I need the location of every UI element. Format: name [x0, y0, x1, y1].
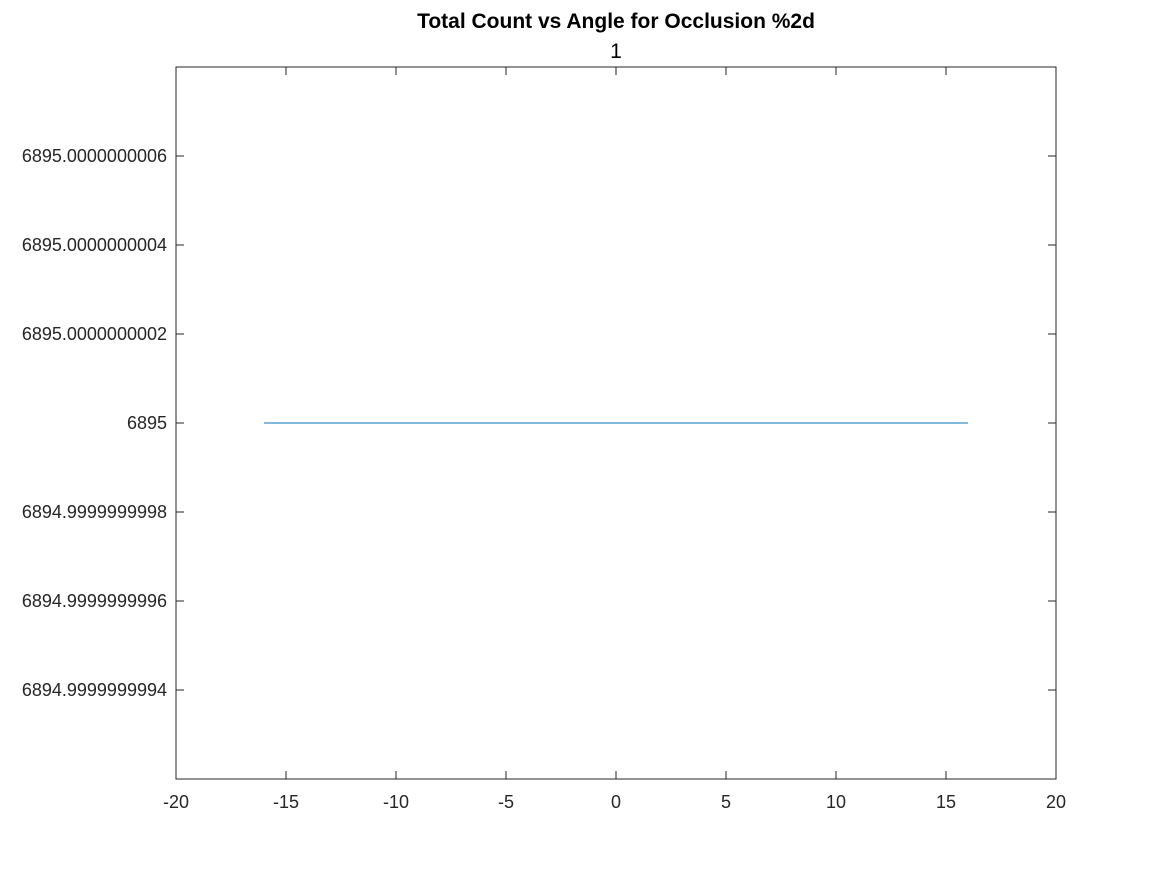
y-tick-label: 6895.0000000004 — [22, 235, 167, 255]
chart-subtitle: 1 — [610, 40, 622, 63]
axis-ticks — [175, 67, 1057, 779]
y-tick-label: 6894.9999999996 — [22, 591, 167, 611]
x-tick-label: -15 — [273, 792, 299, 812]
x-tick-labels: -20 -15 -10 -5 0 5 10 15 20 — [163, 792, 1066, 812]
x-tick-label: 0 — [611, 792, 621, 812]
y-tick-label: 6895.0000000006 — [22, 146, 167, 166]
x-tick-label: -5 — [498, 792, 514, 812]
y-tick-label: 6895.0000000002 — [22, 324, 167, 344]
x-tick-label: -10 — [383, 792, 409, 812]
y-tick-labels: 6895.0000000006 6895.0000000004 6895.00000… — [22, 146, 167, 700]
x-tick-label: -20 — [163, 792, 189, 812]
y-tick-label: 6894.9999999994 — [22, 680, 167, 700]
x-tick-label: 5 — [721, 792, 731, 812]
x-tick-label: 20 — [1046, 792, 1066, 812]
y-tick-label: 6894.9999999998 — [22, 502, 167, 522]
y-tick-label: 6895 — [127, 413, 167, 433]
x-tick-label: 10 — [826, 792, 846, 812]
x-tick-label: 15 — [936, 792, 956, 812]
chart-title: Total Count vs Angle for Occlusion %2d — [417, 10, 815, 33]
